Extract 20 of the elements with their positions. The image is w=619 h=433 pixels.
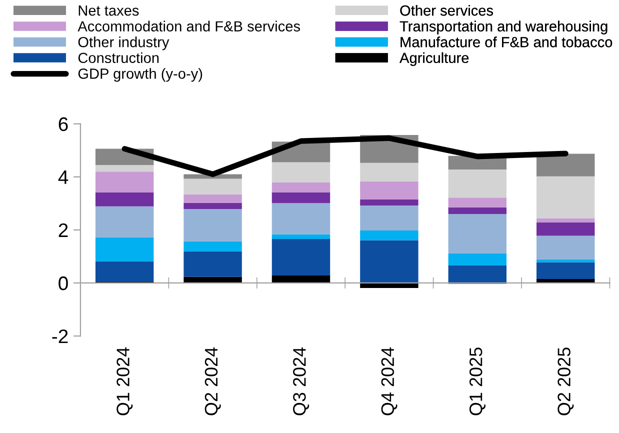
x-tick-label: Q4 2024 [381, 347, 398, 416]
legend-label: Other services [400, 4, 494, 16]
x-tick-label: Q2 2024 [204, 347, 221, 416]
y-tick-label: -2 [52, 329, 68, 344]
legend-label: Net taxes [78, 6, 139, 16]
x-tick-label: Q2 2025 [558, 348, 574, 416]
legend-label: Construction [78, 52, 159, 64]
y-tick-label: 2 [58, 223, 68, 237]
legend-label: GDP growth (y-o-y) [78, 68, 202, 82]
x-tick-label: Q3 2024 [293, 347, 310, 416]
legend-label: Manufacture of F&B and tobacco [400, 36, 612, 48]
legend-label: Agriculture [400, 52, 469, 66]
x-tick-label: Q1 2024 [116, 347, 133, 416]
y-tick-label: 0 [58, 276, 68, 290]
legend-label: Accommodation and F&B services [78, 20, 300, 32]
y-tick-label: 4 [58, 170, 68, 184]
legend-label: Transportation and warehousing [400, 20, 608, 34]
legend-label: Other industry [78, 36, 170, 50]
y-tick-label: 6 [58, 117, 68, 132]
x-tick-label: Q1 2025 [469, 348, 486, 416]
